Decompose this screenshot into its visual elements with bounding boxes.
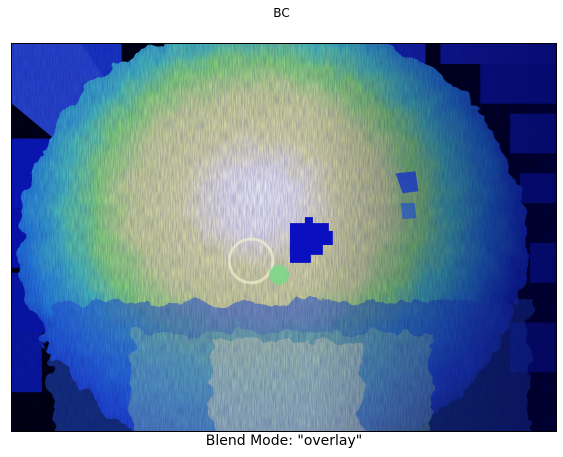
figure-title: BC [273,6,290,20]
image-axes [11,43,557,432]
summit-blue-patch [289,217,333,263]
blend-mode-label: Blend Mode: "overlay" [205,433,363,449]
shaded-relief-image [12,44,556,431]
